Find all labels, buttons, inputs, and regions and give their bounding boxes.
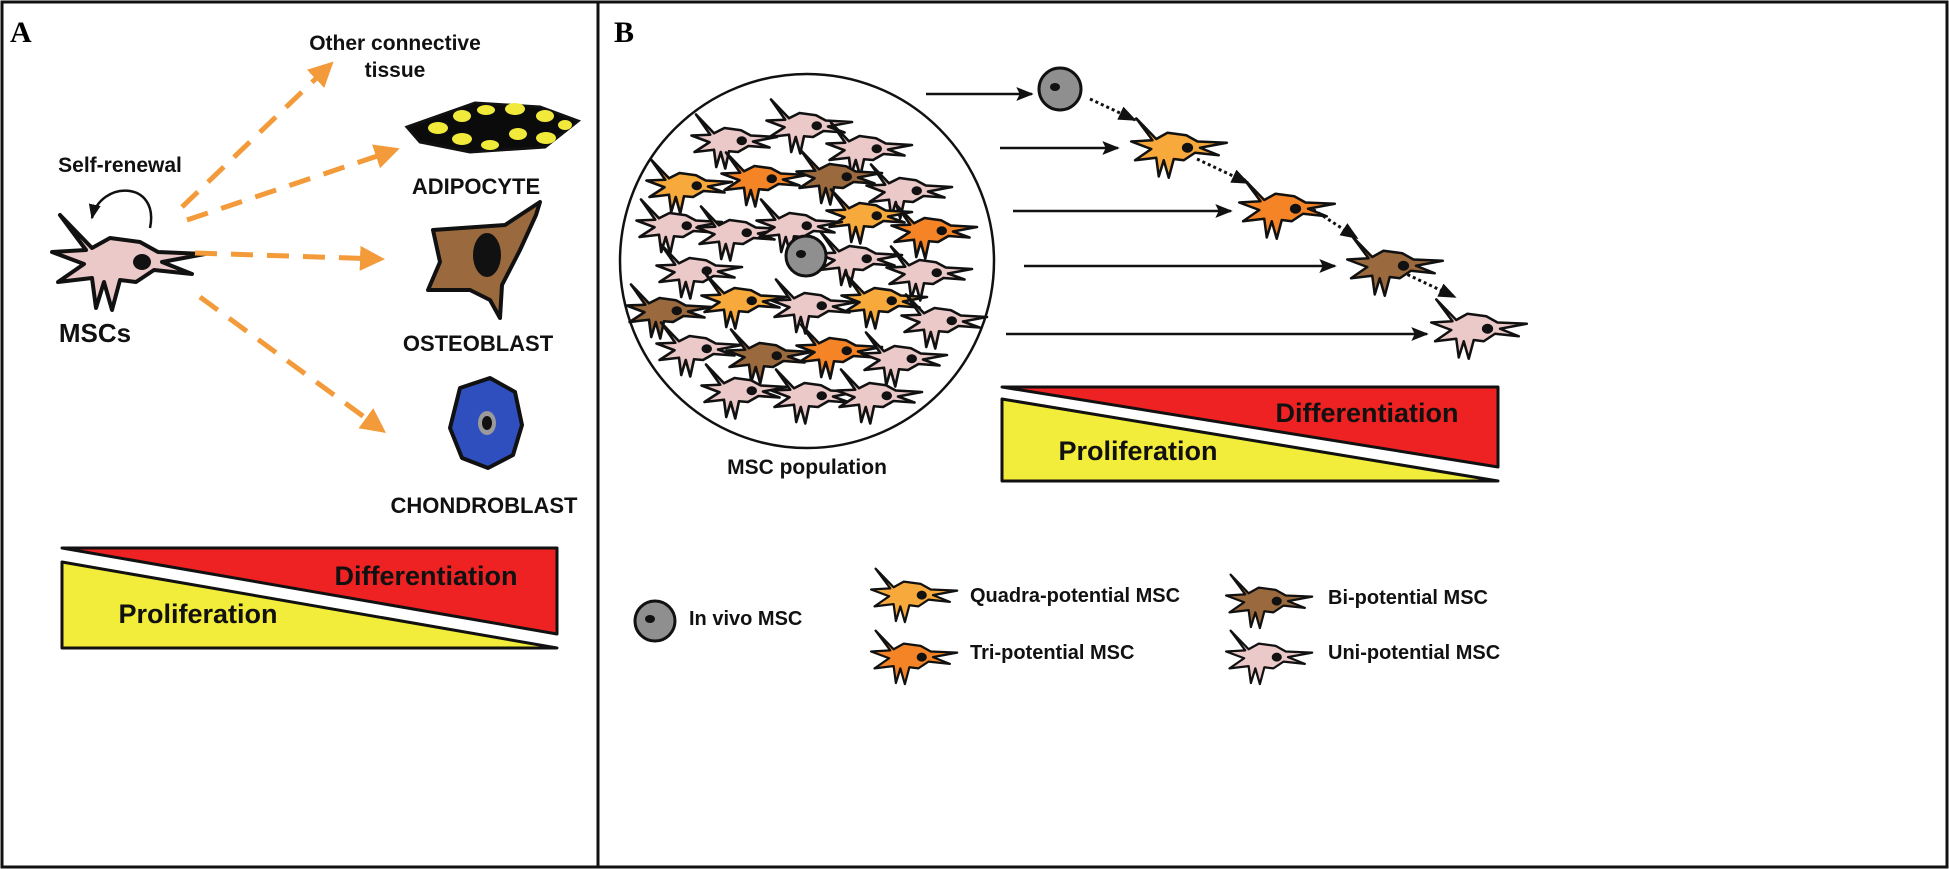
tri-potential-cell-icon — [1238, 178, 1337, 240]
differentiation-arrows — [180, 61, 400, 433]
panel-b-proliferation-triangle — [1000, 397, 1500, 483]
arrow-to-adipocyte — [186, 144, 400, 223]
legend-in-vivo-icon — [633, 599, 677, 643]
osteoblast-label: OSTEOBLAST — [403, 331, 554, 356]
adipocyte-icon — [404, 101, 582, 154]
panel-b-proliferation-label: Proliferation — [1058, 436, 1217, 466]
panel-b-differentiation-triangle — [1000, 385, 1500, 469]
dotted-arrow-3 — [1302, 201, 1359, 240]
mscs-label: MSCs — [59, 318, 131, 348]
legend-tri-label: Tri-potential MSC — [970, 642, 1134, 664]
panel-b: B MSC population — [614, 16, 1529, 686]
arrow-to-osteoblast — [194, 245, 385, 271]
panel-b-letter: B — [614, 16, 634, 49]
msc-population-label: MSC population — [727, 456, 887, 479]
chondroblast-label: CHONDROBLAST — [391, 493, 579, 518]
legend: In vivo MSC Quadra-potential MSC Tri-pot… — [633, 567, 1500, 686]
panel-a-differentiation-triangle — [60, 546, 559, 636]
chondroblast-icon — [448, 376, 524, 470]
legend-in-vivo-label: In vivo MSC — [689, 608, 802, 630]
legend-quadra-icon — [869, 567, 959, 624]
population-cells — [625, 98, 989, 425]
panel-b-differentiation-label: Differentiation — [1275, 398, 1458, 428]
legend-tri-icon — [869, 629, 959, 686]
other-connective-label-line2: tissue — [365, 59, 426, 82]
panel-a-gradient: Differentiation Proliferation — [60, 546, 559, 650]
msc-cell-icon — [50, 213, 207, 312]
uni-potential-cell-icon — [1430, 298, 1529, 360]
legend-bi-icon — [1224, 573, 1314, 630]
quadra-potential-cell-icon — [1130, 117, 1229, 179]
legend-bi-label: Bi-potential MSC — [1328, 587, 1488, 609]
dotted-arrow-4 — [1401, 270, 1457, 299]
lineage-arrows — [926, 87, 1429, 341]
in-vivo-msc-icon — [1037, 66, 1083, 112]
arrow-to-chondroblast — [198, 294, 387, 433]
panel-b-border — [596, 0, 1949, 869]
panel-a-letter: A — [10, 16, 32, 49]
legend-uni-icon — [1224, 629, 1314, 686]
legend-uni-label: Uni-potential MSC — [1328, 642, 1500, 664]
dotted-arrow-1 — [1089, 97, 1137, 122]
osteoblast-icon — [426, 200, 542, 320]
panel-a-proliferation-label: Proliferation — [118, 599, 277, 629]
dotted-arrow-2 — [1196, 157, 1250, 185]
self-renewal-arrow — [88, 189, 153, 229]
lineage-dotted-arrows — [1089, 97, 1457, 299]
self-renewal-label: Self-renewal — [58, 154, 182, 177]
bi-potential-cell-icon — [1346, 235, 1445, 297]
arrow-to-other-tissue — [180, 61, 334, 209]
panel-a-differentiation-label: Differentiation — [334, 561, 517, 591]
adipocyte-label: ADIPOCYTE — [412, 174, 540, 199]
panel-a: A Other connective tissue Self-renewal M… — [10, 16, 582, 650]
lineage-cells — [1037, 66, 1529, 360]
panel-a-proliferation-triangle — [60, 560, 559, 650]
panel-b-gradient: Differentiation Proliferation — [1000, 385, 1500, 483]
population-in-vivo-cell — [784, 234, 828, 278]
legend-quadra-label: Quadra-potential MSC — [970, 585, 1180, 607]
other-connective-label-line1: Other connective — [309, 32, 481, 55]
